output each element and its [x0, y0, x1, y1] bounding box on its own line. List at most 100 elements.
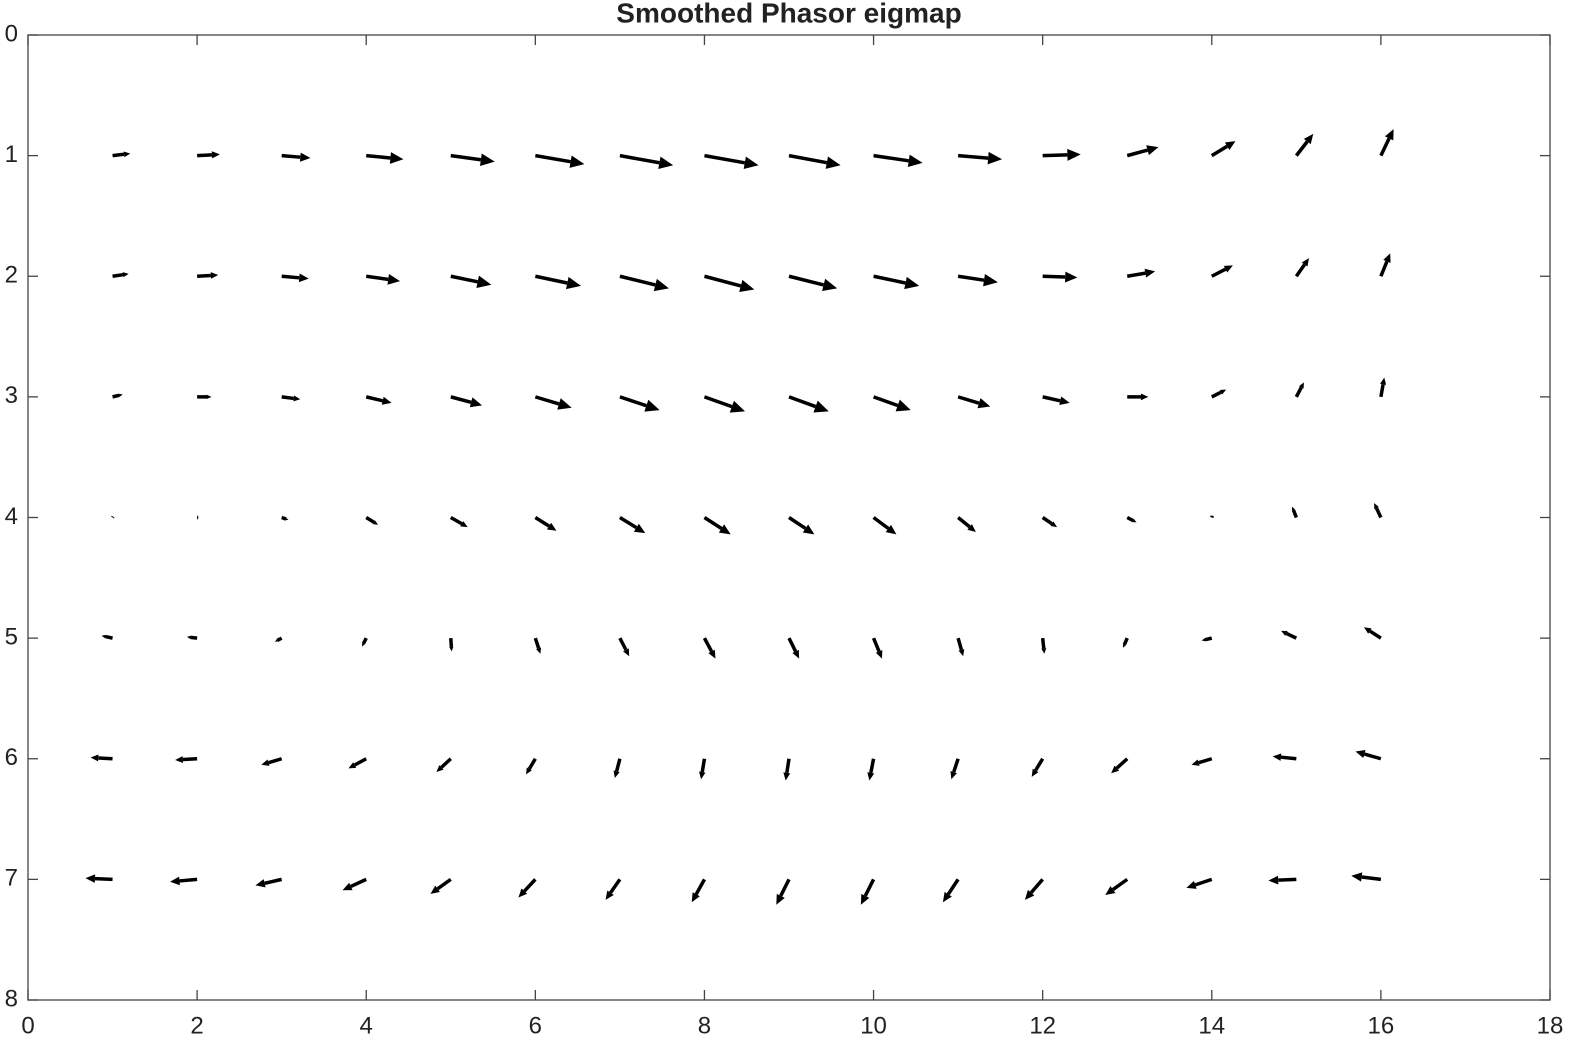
arrow-head	[85, 874, 96, 883]
arrow-shaft	[869, 758, 876, 774]
arrow-shaft	[619, 395, 647, 408]
arrow-shaft	[1204, 636, 1213, 642]
arrow-head	[1146, 145, 1159, 156]
arrow-shaft	[1042, 153, 1068, 158]
arrow	[281, 395, 301, 402]
arrow-head	[480, 153, 495, 166]
arrow	[605, 878, 622, 900]
arrow	[618, 637, 630, 657]
arrow	[436, 757, 452, 773]
arrow	[1281, 630, 1298, 640]
arrow-head	[895, 399, 911, 412]
arrow-head	[1144, 268, 1156, 278]
arrow-shaft	[946, 878, 960, 896]
arrow	[1126, 268, 1156, 278]
arrow-shaft	[1122, 637, 1129, 646]
arrow-head	[101, 634, 106, 639]
arrow-shaft	[788, 395, 817, 409]
arrow-shaft	[704, 153, 746, 165]
arrow-shaft	[112, 152, 125, 158]
arrow-shaft	[700, 758, 707, 773]
arrow-head	[1140, 393, 1149, 401]
arrow-head	[518, 888, 528, 898]
arrow	[90, 754, 113, 762]
arrow	[1042, 395, 1070, 406]
arrow-head	[1223, 265, 1233, 273]
arrow	[361, 637, 368, 647]
arrow-shaft	[353, 757, 368, 767]
arrow	[957, 151, 1003, 165]
arrow-shaft	[609, 878, 622, 894]
arrow-shaft	[281, 153, 301, 159]
arrow-shaft	[450, 274, 479, 284]
arrow-shaft	[264, 877, 283, 886]
arrow	[788, 516, 815, 535]
arrow-head	[1363, 627, 1372, 634]
arrow-head	[449, 646, 454, 652]
arrow	[860, 878, 876, 905]
arrow-head	[1384, 129, 1394, 141]
arrow-shaft	[281, 274, 300, 280]
arrow-shaft	[703, 516, 723, 530]
y-tick-label: 5	[5, 623, 18, 650]
arrow	[450, 153, 495, 166]
arrow-shaft	[449, 638, 454, 647]
arrow-shaft	[787, 637, 798, 653]
arrow-shaft	[1374, 507, 1383, 519]
arrow	[1042, 148, 1081, 161]
arrow-head	[1383, 253, 1391, 263]
arrow	[1210, 515, 1214, 519]
arrow-head	[743, 156, 759, 170]
arrow	[704, 153, 759, 170]
arrow-shaft	[1278, 877, 1297, 882]
y-tick-label: 4	[5, 503, 18, 530]
arrow-head	[776, 893, 785, 905]
arrow-shaft	[112, 393, 120, 399]
arrow-head	[1059, 396, 1070, 406]
arrow	[1291, 506, 1298, 519]
arrow	[365, 274, 401, 285]
arrow-shaft	[365, 274, 389, 282]
arrow-head	[1111, 765, 1120, 774]
arrow-shaft	[1034, 757, 1045, 772]
arrow-head	[1191, 759, 1200, 766]
arrow	[274, 636, 283, 643]
arrow-shaft	[1210, 515, 1214, 519]
x-tick-label: 18	[1537, 1012, 1564, 1039]
arrow	[1363, 627, 1382, 640]
arrow	[1024, 878, 1044, 900]
arrow	[783, 758, 791, 781]
arrow-shaft	[1198, 757, 1213, 765]
arrow-head	[293, 395, 301, 402]
arrow	[534, 274, 581, 290]
arrow-head	[1374, 503, 1379, 510]
arrow-head	[1186, 880, 1197, 889]
arrow	[1355, 750, 1382, 761]
arrow-shaft	[350, 877, 367, 889]
arrow-head	[860, 893, 870, 905]
arrow-head	[633, 523, 646, 534]
arrow	[170, 876, 198, 886]
arrow	[702, 637, 716, 659]
arrow-head	[1031, 768, 1039, 777]
arrow-head	[813, 400, 829, 413]
arrow-head	[1024, 889, 1035, 900]
arrow-shaft	[779, 878, 791, 897]
arrow	[619, 395, 660, 412]
arrow-head	[361, 642, 365, 647]
arrow-head	[1380, 377, 1387, 385]
arrow-head	[967, 524, 976, 532]
arrow-head	[1224, 141, 1236, 150]
arrow-head	[987, 151, 1003, 165]
arrow	[261, 757, 283, 766]
arrow-head	[1041, 648, 1047, 654]
arrow	[691, 878, 706, 903]
arrow-shaft	[1291, 509, 1298, 519]
arrow	[957, 516, 976, 532]
arrow-shaft	[872, 395, 899, 408]
arrow-shaft	[1285, 631, 1298, 640]
arrow-head	[605, 890, 614, 900]
arrow-head	[1303, 133, 1314, 145]
arrow	[449, 638, 454, 652]
arrow-shaft	[98, 756, 113, 761]
